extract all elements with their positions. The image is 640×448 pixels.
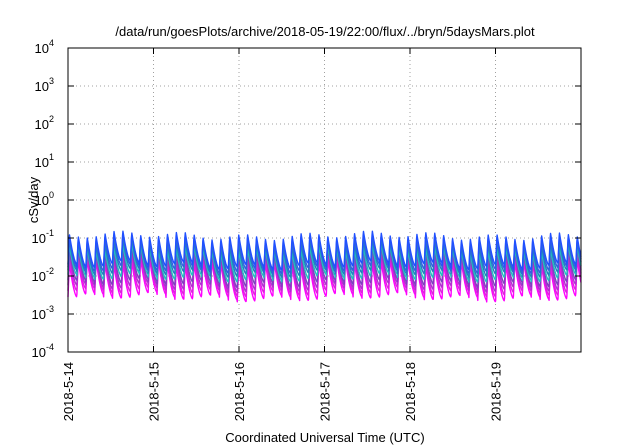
- series-line: [67, 230, 582, 271]
- x-tick-label: 2018-5-18: [403, 362, 418, 421]
- y-tick-labels: 104 103 102 101 100 10-1 10-2 10-3 10-4: [32, 38, 54, 360]
- series-line: [67, 233, 582, 275]
- x-axis-label: Coordinated Universal Time (UTC): [225, 430, 424, 445]
- y-tick-label: 103: [35, 76, 54, 94]
- y-tick-label: 10-4: [32, 342, 54, 360]
- series-line: [67, 250, 582, 293]
- y-tick-label: 104: [35, 38, 54, 56]
- series-line: [67, 238, 582, 279]
- x-tick-label: 2018-5-19: [489, 362, 504, 421]
- y-tick-label: 10-2: [32, 266, 54, 284]
- x-tick-labels: 2018-5-14 2018-5-15 2018-5-16 2018-5-17 2018…: [61, 362, 504, 421]
- x-tick-label: 2018-5-17: [318, 362, 333, 421]
- y-tick-label: 100: [35, 190, 54, 208]
- series-line: [67, 243, 582, 283]
- x-tick-label: 2018-5-15: [147, 362, 162, 421]
- y-tick-label: 10-3: [32, 304, 54, 322]
- y-tick-label: 10-1: [32, 228, 54, 246]
- series-line: [67, 254, 582, 298]
- y-tick-label: 102: [35, 114, 54, 132]
- ticks: [67, 47, 581, 353]
- x-tick-label: 2018-5-16: [232, 362, 247, 421]
- y-axis-label: cSv/day: [26, 176, 41, 223]
- x-tick-label: 2018-5-14: [61, 362, 76, 421]
- y-tick-label: 101: [35, 152, 54, 170]
- chart-title: /data/run/goesPlots/archive/2018-05-19/2…: [115, 24, 535, 39]
- series-layer: [67, 230, 582, 303]
- series-line: [67, 246, 582, 289]
- series-line: [67, 258, 582, 303]
- grid: [68, 48, 581, 352]
